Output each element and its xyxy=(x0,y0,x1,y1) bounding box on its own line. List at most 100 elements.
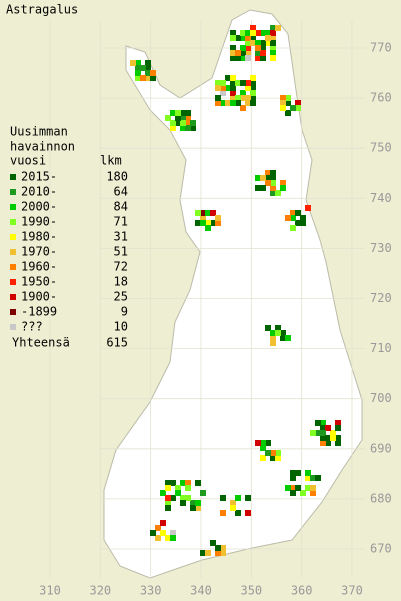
occurrence-cell xyxy=(295,100,301,106)
x-tick-label: 310 xyxy=(39,584,61,598)
occurrence-cell xyxy=(290,490,296,496)
legend-swatch xyxy=(10,324,16,330)
occurrence-cell xyxy=(135,65,141,71)
occurrence-cell xyxy=(280,330,286,336)
occurrence-cell xyxy=(180,500,186,506)
occurrence-cell xyxy=(265,450,271,456)
occurrence-cell xyxy=(305,205,311,211)
occurrence-cell xyxy=(220,550,226,556)
occurrence-cell xyxy=(165,505,171,511)
occurrence-cell xyxy=(270,455,276,461)
occurrence-cell xyxy=(185,480,191,486)
occurrence-cell xyxy=(280,95,286,101)
occurrence-cell xyxy=(270,30,276,36)
legend-swatch xyxy=(10,234,16,240)
occurrence-cell xyxy=(215,95,221,101)
occurrence-cell xyxy=(265,35,271,41)
occurrence-cell xyxy=(245,55,251,61)
occurrence-cell xyxy=(260,455,266,461)
occurrence-cell xyxy=(210,540,216,546)
legend-label: 1980- xyxy=(21,230,57,244)
legend-count: 180 xyxy=(106,170,128,184)
occurrence-cell xyxy=(315,420,321,426)
occurrence-cell xyxy=(270,40,276,46)
occurrence-cell xyxy=(270,330,276,336)
occurrence-cell xyxy=(230,75,236,81)
occurrence-cell xyxy=(245,45,251,51)
occurrence-cell xyxy=(195,480,201,486)
occurrence-cell xyxy=(250,30,256,36)
occurrence-cell xyxy=(260,445,266,451)
occurrence-cell xyxy=(300,490,306,496)
legend-count: 10 xyxy=(114,320,128,334)
legend-label: 1990- xyxy=(21,215,57,229)
x-tick-label: 360 xyxy=(291,584,313,598)
occurrence-cell xyxy=(295,210,301,216)
occurrence-cell xyxy=(245,85,251,91)
occurrence-cell xyxy=(320,420,326,426)
occurrence-cell xyxy=(180,125,186,131)
legend-swatch xyxy=(10,294,16,300)
legend-count: 84 xyxy=(114,200,128,214)
occurrence-cell xyxy=(170,125,176,131)
count-header: lkm xyxy=(100,154,122,168)
occurrence-cell xyxy=(285,215,291,221)
title: Astragalus xyxy=(6,3,78,17)
occurrence-cell xyxy=(295,220,301,226)
occurrence-cell xyxy=(275,325,281,331)
occurrence-cell xyxy=(220,80,226,86)
occurrence-cell xyxy=(255,40,261,46)
occurrence-cell xyxy=(205,550,211,556)
occurrence-cell xyxy=(290,485,296,491)
occurrence-cell xyxy=(260,175,266,181)
legend-swatch xyxy=(10,279,16,285)
occurrence-cell xyxy=(165,535,171,541)
occurrence-cell xyxy=(225,75,231,81)
legend-title: vuosi xyxy=(10,154,46,168)
y-tick-label: 670 xyxy=(370,542,392,556)
occurrence-cell xyxy=(245,35,251,41)
occurrence-cell xyxy=(255,175,261,181)
occurrence-cell xyxy=(185,120,191,126)
occurrence-cell xyxy=(295,105,301,111)
occurrence-cell xyxy=(160,520,166,526)
legend-count: 9 xyxy=(121,305,128,319)
occurrence-cell xyxy=(150,530,156,536)
occurrence-cell xyxy=(265,180,271,186)
occurrence-cell xyxy=(165,485,171,491)
occurrence-cell xyxy=(170,480,176,486)
occurrence-cell xyxy=(195,505,201,511)
occurrence-cell xyxy=(205,210,211,216)
occurrence-cell xyxy=(160,490,166,496)
occurrence-cell xyxy=(135,75,141,81)
occurrence-cell xyxy=(240,30,246,36)
legend-label: 1950- xyxy=(21,275,57,289)
occurrence-cell xyxy=(260,440,266,446)
y-tick-label: 690 xyxy=(370,441,392,455)
occurrence-cell xyxy=(290,210,296,216)
occurrence-cell xyxy=(235,80,241,86)
occurrence-cell xyxy=(155,535,161,541)
occurrence-cell xyxy=(275,450,281,456)
occurrence-cell xyxy=(165,500,171,506)
occurrence-cell xyxy=(135,70,141,76)
legend-swatch xyxy=(10,249,16,255)
occurrence-cell xyxy=(270,180,276,186)
occurrence-cell xyxy=(230,35,236,41)
occurrence-cell xyxy=(320,430,326,436)
occurrence-cell xyxy=(220,90,226,96)
occurrence-cell xyxy=(295,485,301,491)
occurrence-cell xyxy=(255,440,261,446)
y-tick-label: 760 xyxy=(370,91,392,105)
occurrence-cell xyxy=(165,495,171,501)
occurrence-cell xyxy=(285,485,291,491)
occurrence-cell xyxy=(250,25,256,31)
occurrence-cell xyxy=(185,125,191,131)
occurrence-cell xyxy=(310,475,316,481)
finland-outline xyxy=(103,9,363,579)
y-tick-label: 680 xyxy=(370,491,392,505)
occurrence-cell xyxy=(305,475,311,481)
occurrence-cell xyxy=(215,80,221,86)
occurrence-cell xyxy=(240,45,246,51)
